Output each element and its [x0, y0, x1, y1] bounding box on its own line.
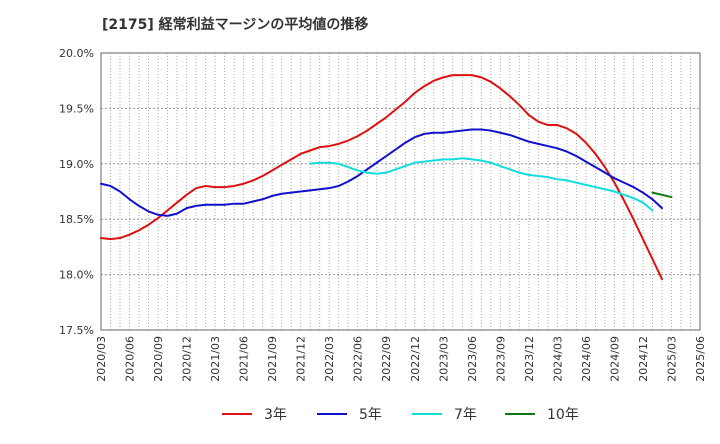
series-line — [651, 191, 673, 199]
series-line — [100, 128, 663, 217]
y-tick-label: 19.5% — [59, 102, 94, 115]
plot-frame — [100, 52, 701, 331]
x-tick-label: 2021/09 — [266, 336, 279, 382]
series-line — [309, 157, 654, 212]
y-tick-label: 17.5% — [59, 324, 94, 337]
series-line — [100, 74, 663, 281]
x-tick-label: 2021/06 — [238, 336, 251, 382]
x-tick-label: 2022/03 — [323, 336, 336, 382]
x-tick-label: 2024/03 — [551, 336, 564, 382]
x-tick-label: 2020/03 — [95, 336, 108, 382]
x-tick-label: 2024/12 — [637, 336, 650, 382]
x-tick-label: 2023/03 — [437, 336, 450, 382]
x-tick-label: 2023/09 — [494, 336, 507, 382]
legend-label: 10年 — [547, 407, 579, 423]
x-tick-label: 2020/06 — [124, 336, 137, 382]
legend: 3年 5年 7年 10年 — [222, 407, 579, 423]
y-tick-label: 20.0% — [59, 47, 94, 60]
chart-title: [2175] 経常利益マージンの平均値の推移 — [102, 17, 369, 33]
legend-label: 5年 — [359, 407, 382, 423]
x-tick-label: 2021/12 — [295, 336, 308, 382]
legend-label: 3年 — [264, 407, 287, 423]
x-tick-label: 2023/06 — [466, 336, 479, 382]
x-tick-label: 2021/03 — [209, 336, 222, 382]
x-tick-label: 2025/06 — [694, 336, 707, 382]
x-tick-label: 2020/12 — [181, 336, 194, 382]
y-tick-label: 18.5% — [59, 213, 94, 226]
x-tick-label: 2022/09 — [380, 336, 393, 382]
x-tick-label: 2024/06 — [580, 336, 593, 382]
x-tick-label: 2022/06 — [352, 336, 365, 382]
y-tick-label: 18.0% — [59, 269, 94, 282]
grid — [101, 53, 700, 330]
legend-label: 7年 — [454, 407, 477, 423]
y-tick-label: 19.0% — [59, 158, 94, 171]
series-lines — [100, 74, 673, 281]
x-tick-label: 2023/12 — [523, 336, 536, 382]
x-tick-label: 2020/09 — [152, 336, 165, 382]
x-tick-label: 2024/09 — [608, 336, 621, 382]
x-tick-label: 2022/12 — [409, 336, 422, 382]
axes: 17.5% 18.0% 18.5% 19.0% 19.5% 20.0% 2020/03 202… — [59, 47, 707, 382]
x-tick-label: 2025/03 — [665, 336, 678, 382]
